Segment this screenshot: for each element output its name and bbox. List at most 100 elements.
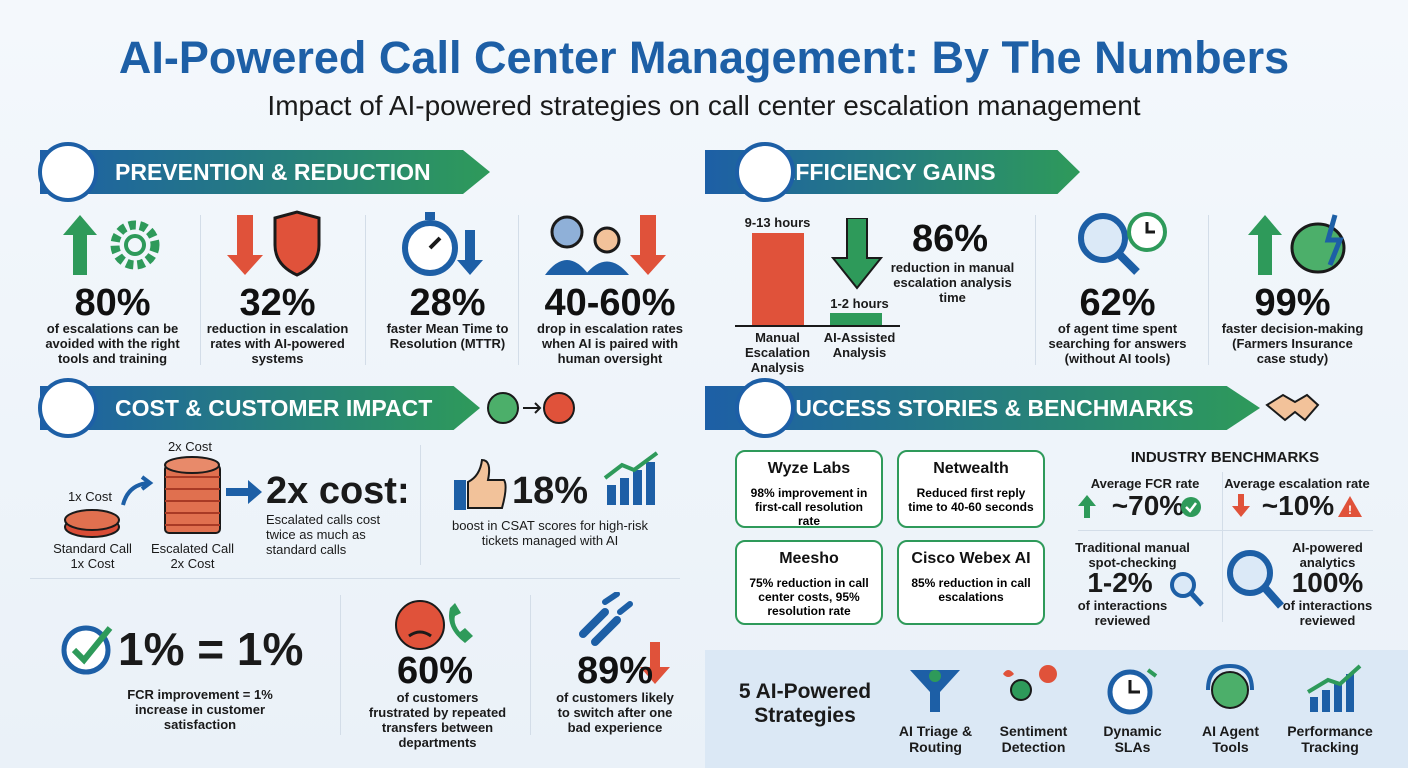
divider (200, 215, 201, 365)
icon-part (164, 456, 220, 474)
icon: ! (1232, 494, 1362, 517)
section-banner: COST & CUSTOMER IMPACT (40, 386, 480, 430)
icon-part (425, 212, 435, 220)
icon-part (1346, 674, 1354, 712)
icon-part (585, 261, 629, 275)
icon-part (545, 260, 589, 275)
icon-part (1324, 214, 1344, 266)
story-name: Netwealth (933, 460, 1009, 477)
headline-text: Escalated calls cost twice as much as st… (266, 512, 381, 557)
strategies-panel (705, 650, 1408, 768)
icon (1248, 214, 1346, 275)
bar (830, 313, 882, 325)
icon-part (603, 451, 659, 480)
stat-value: 28% (409, 282, 486, 324)
stat-value: 40-60% (544, 282, 676, 324)
icon-part (1185, 502, 1197, 513)
icon (63, 215, 160, 275)
section-banner: PREVENTION & REDUCTION (40, 150, 490, 194)
divider (340, 595, 341, 735)
icon-part (1310, 697, 1318, 712)
benchmark-text: of interactions reviewed (1282, 598, 1373, 628)
benchmark-value: 1-2% (1087, 567, 1153, 598)
benchmark-value: ~70% (1111, 490, 1185, 521)
stat-text: reduction in manual escalation analysis … (890, 260, 1015, 305)
story-name: Cisco Webex AI (911, 550, 1031, 567)
icon-part (1306, 664, 1362, 694)
icon (121, 475, 154, 506)
bar-name: AI-Assisted Analysis (823, 330, 896, 360)
benchmark-value: ~10% (1261, 490, 1335, 521)
divider (1222, 472, 1223, 622)
section-icon (735, 142, 795, 202)
icon-part (1248, 215, 1282, 275)
stat-value: 1% = 1% (118, 623, 304, 675)
stat-text: of escalations can be avoided with the r… (45, 321, 180, 366)
strategy: AI Triage & Routing (898, 723, 973, 755)
divider (1035, 215, 1036, 365)
icon-part (910, 670, 960, 712)
section-icon (735, 378, 795, 438)
icon-part (121, 475, 154, 506)
stat-text: faster Mean Time to Resolution (MTTR) (386, 321, 509, 351)
icon-part (1128, 680, 1140, 694)
icon-part (1262, 585, 1284, 609)
story-text: 75% reduction in call center costs, 95% … (749, 576, 869, 618)
strategy: AI Agent Tools (1201, 723, 1260, 755)
icon-part (449, 603, 473, 643)
stat-value: 99% (1254, 282, 1331, 324)
icon-part (620, 478, 629, 505)
icon (164, 456, 221, 534)
icon-part (550, 215, 584, 249)
strategy: Dynamic SLAs (1103, 723, 1162, 755)
icon (545, 215, 666, 275)
icon-part (1116, 251, 1140, 275)
icon-part (1181, 497, 1201, 517)
icon-part (1189, 591, 1204, 607)
divider (518, 215, 519, 365)
icon-part (64, 509, 120, 531)
bar (752, 233, 804, 325)
icon-part (1145, 222, 1155, 234)
icon (487, 392, 575, 424)
icon-part (395, 600, 445, 650)
icon (1265, 393, 1320, 422)
icon-part (467, 458, 507, 509)
story-card: Netwealth Reduced first reply time to 40-… (897, 450, 1045, 528)
strategies-title: 5 AI-Powered Strategies (738, 680, 872, 727)
story-text: 98% improvement in first-call resolution… (750, 486, 868, 528)
stat-text: reduction in escalation rates with AI-po… (206, 321, 349, 366)
benchmark-label: Average escalation rate (1224, 476, 1370, 491)
icon-part (408, 630, 432, 638)
stat-text: of customers frustrated by repeated tran… (368, 690, 507, 750)
icon-part (830, 218, 884, 290)
icon (227, 210, 321, 277)
benchmark-label: Average FCR rate (1090, 476, 1200, 491)
icon-part (226, 480, 262, 504)
icon-part: ! (1348, 503, 1352, 517)
stat-value: 18% (512, 470, 589, 512)
divider (365, 215, 366, 365)
stat-value: 62% (1079, 282, 1156, 324)
benchmark-text: of interactions reviewed (1077, 598, 1168, 628)
icon-part (165, 476, 220, 526)
icon-part (579, 608, 621, 646)
cost-sub: 1x Cost (70, 556, 115, 571)
icon (1078, 495, 1201, 518)
icon-part (1170, 572, 1196, 598)
benchmark-label: Traditional manual spot-checking (1075, 540, 1190, 570)
icon (1227, 550, 1284, 609)
section-banner: SUCCESS STORIES & BENCHMARKS (705, 386, 1260, 430)
story-name: Wyze Labs (767, 460, 851, 477)
icon (454, 458, 507, 510)
stat-value: 80% (74, 282, 151, 324)
stat-text: of agent time spent searching for answer… (1048, 321, 1187, 366)
divider (420, 445, 421, 565)
subtitle: Impact of AI-powered strategies on call … (267, 90, 1141, 121)
stat-value: 60% (396, 650, 474, 692)
cost-top: 1x Cost (67, 489, 113, 504)
icon-part (630, 215, 666, 275)
stat-text: FCR improvement = 1% increase in custome… (127, 687, 273, 732)
icon (830, 218, 884, 290)
cost-top: 2x Cost (167, 439, 213, 454)
